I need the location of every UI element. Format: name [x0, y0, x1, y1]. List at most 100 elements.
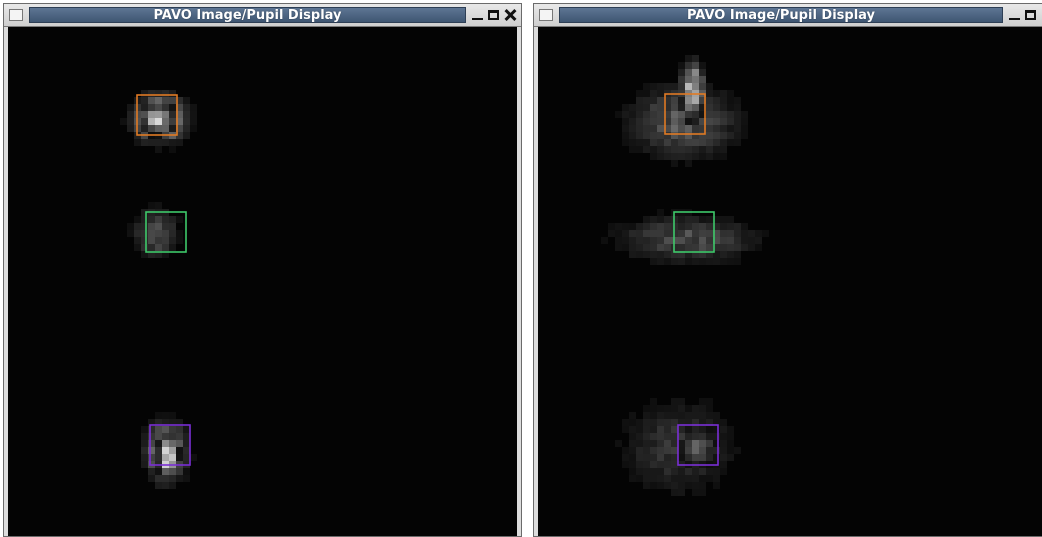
image-pixel [685, 251, 692, 258]
image-pixel [727, 125, 734, 132]
image-pixel [657, 461, 664, 468]
image-pixel [755, 244, 762, 251]
image-pixel [699, 62, 706, 69]
image-pixel [699, 237, 706, 244]
image-pixel [692, 433, 699, 440]
image-pixel [664, 132, 671, 139]
image-pixel [148, 419, 155, 426]
image-display-area[interactable] [8, 27, 517, 536]
image-pixel [636, 468, 643, 475]
minimize-icon[interactable] [1009, 9, 1020, 21]
image-pixel [727, 454, 734, 461]
title-bar[interactable]: PAVO Image/Pupil Display [534, 4, 1042, 27]
image-pixel [636, 475, 643, 482]
image-pixel [699, 440, 706, 447]
maximize-icon[interactable] [1025, 9, 1036, 21]
image-pixel [699, 230, 706, 237]
image-pixel [713, 258, 720, 265]
image-pixel [169, 223, 176, 230]
image-pixel [643, 216, 650, 223]
image-pixel [601, 237, 608, 244]
image-pixel [713, 118, 720, 125]
image-pixel [713, 90, 720, 97]
image-pixel [706, 90, 713, 97]
image-pixel [657, 433, 664, 440]
image-pixel [169, 475, 176, 482]
image-pixel [190, 104, 197, 111]
image-pixel [734, 223, 741, 230]
image-pixel [671, 251, 678, 258]
image-pixel [643, 447, 650, 454]
image-pixel [685, 62, 692, 69]
maximize-icon[interactable] [488, 9, 499, 21]
image-pixel [629, 468, 636, 475]
image-pixel [720, 258, 727, 265]
image-pixel [692, 69, 699, 76]
image-pixel [748, 237, 755, 244]
image-pixel [699, 258, 706, 265]
image-pixel [713, 111, 720, 118]
image-pixel [734, 104, 741, 111]
image-pixel [678, 447, 685, 454]
image-pixel [678, 475, 685, 482]
title-band[interactable]: PAVO Image/Pupil Display [29, 7, 466, 23]
title-band[interactable]: PAVO Image/Pupil Display [559, 7, 1003, 23]
image-pixel [664, 111, 671, 118]
image-pixel [685, 223, 692, 230]
image-pixel [727, 104, 734, 111]
image-pixel [713, 447, 720, 454]
image-pixel [713, 468, 720, 475]
image-pixel [148, 251, 155, 258]
image-pixel [678, 230, 685, 237]
image-pixel [155, 237, 162, 244]
image-pixel [692, 454, 699, 461]
image-pixel [650, 90, 657, 97]
image-pixel [706, 447, 713, 454]
image-display-area[interactable] [538, 27, 1042, 536]
image-pixel [671, 405, 678, 412]
image-pixel [692, 237, 699, 244]
image-pixel [190, 125, 197, 132]
image-pixel [692, 111, 699, 118]
image-pixel [692, 146, 699, 153]
image-pixel [664, 475, 671, 482]
image-pixel [183, 111, 190, 118]
image-pixel [657, 426, 664, 433]
image-pixel [727, 433, 734, 440]
image-pixel [678, 83, 685, 90]
image-pixel [678, 489, 685, 496]
title-bar[interactable]: PAVO Image/Pupil Display [4, 4, 521, 27]
image-pixel [657, 244, 664, 251]
minimize-icon[interactable] [472, 9, 483, 21]
image-pixel [176, 111, 183, 118]
image-pupil-window-left[interactable]: PAVO Image/Pupil Display [3, 3, 522, 537]
image-pixel [643, 461, 650, 468]
image-pixel [162, 419, 169, 426]
image-pixel [713, 132, 720, 139]
image-pixel [692, 153, 699, 160]
image-pixel [699, 118, 706, 125]
image-pixel [176, 454, 183, 461]
image-pixel [127, 111, 134, 118]
image-pixel [720, 433, 727, 440]
image-pixel [650, 146, 657, 153]
image-pixel [692, 230, 699, 237]
image-pixel [162, 223, 169, 230]
image-pixel [664, 440, 671, 447]
image-pixel [176, 230, 183, 237]
image-pixel [176, 440, 183, 447]
window-menu-icon[interactable] [9, 9, 23, 21]
image-pixel [155, 468, 162, 475]
window-menu-icon[interactable] [539, 9, 553, 21]
image-pupil-window-right[interactable]: PAVO Image/Pupil Display [533, 3, 1042, 537]
image-pixel [622, 447, 629, 454]
image-pixel [162, 454, 169, 461]
image-pixel [643, 419, 650, 426]
close-icon[interactable] [504, 9, 515, 21]
image-pixel [678, 139, 685, 146]
window-title: PAVO Image/Pupil Display [153, 7, 342, 23]
image-pixel [636, 426, 643, 433]
image-pixel [706, 153, 713, 160]
image-pixel [706, 111, 713, 118]
image-pixel [720, 216, 727, 223]
